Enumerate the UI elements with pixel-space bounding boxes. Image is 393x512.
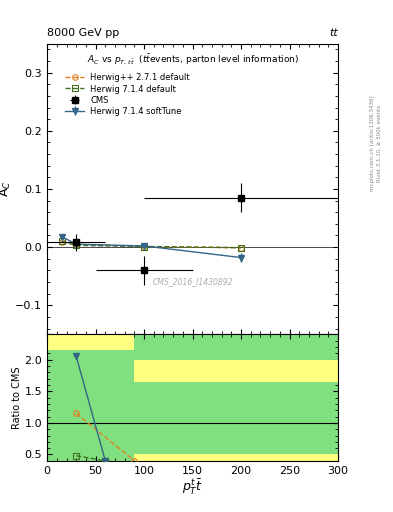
Text: tt: tt xyxy=(329,28,338,38)
Text: 8000 GeV pp: 8000 GeV pp xyxy=(47,28,119,38)
Y-axis label: Ratio to CMS: Ratio to CMS xyxy=(12,366,22,429)
Text: mcplots.cern.ch [arXiv:1306.3436]: mcplots.cern.ch [arXiv:1306.3436] xyxy=(370,96,375,191)
X-axis label: $p_T^t\bar{t}$: $p_T^t\bar{t}$ xyxy=(182,478,203,498)
Line: Herwig++ 2.7.1 default: Herwig++ 2.7.1 default xyxy=(59,240,244,250)
Text: $A_C$ vs $p_{T,\,t\bar{t}}$  ($t\bar{t}$events, parton level information): $A_C$ vs $p_{T,\,t\bar{t}}$ ($t\bar{t}$e… xyxy=(86,52,299,67)
Herwig++ 2.7.1 default xyxy=(142,243,147,249)
Text: Rivet 3.1.10, ≥ 300k events: Rivet 3.1.10, ≥ 300k events xyxy=(377,105,382,182)
Herwig 7.1.4 default xyxy=(59,238,64,244)
Y-axis label: A$_C$: A$_C$ xyxy=(0,181,13,197)
Herwig++ 2.7.1 default xyxy=(59,240,64,246)
Herwig 7.1.4 default xyxy=(142,243,147,249)
Herwig 7.1.4 default xyxy=(74,242,79,248)
Line: Herwig 7.1.4 default: Herwig 7.1.4 default xyxy=(59,239,244,250)
Herwig 7.1.4 default xyxy=(239,245,243,251)
Text: CMS_2016_I1430892: CMS_2016_I1430892 xyxy=(152,278,233,287)
Herwig++ 2.7.1 default xyxy=(239,245,243,251)
Herwig++ 2.7.1 default xyxy=(74,241,79,247)
Legend: Herwig++ 2.7.1 default, Herwig 7.1.4 default, CMS, Herwig 7.1.4 softTune: Herwig++ 2.7.1 default, Herwig 7.1.4 def… xyxy=(63,71,193,118)
